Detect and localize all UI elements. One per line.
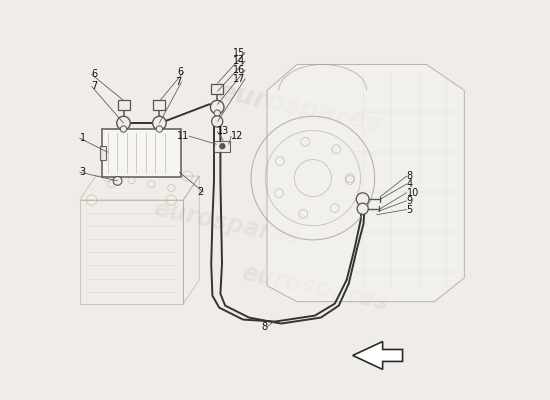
- Circle shape: [212, 116, 223, 127]
- Text: eurospares: eurospares: [239, 260, 390, 315]
- Text: eurospares: eurospares: [152, 197, 303, 251]
- Text: 2: 2: [197, 187, 204, 197]
- Text: 17: 17: [233, 74, 245, 84]
- Circle shape: [156, 126, 163, 132]
- Text: 8: 8: [406, 171, 412, 181]
- Circle shape: [168, 184, 175, 192]
- Circle shape: [113, 176, 122, 185]
- Text: 15: 15: [233, 48, 245, 58]
- Text: 16: 16: [233, 65, 245, 75]
- Circle shape: [108, 180, 115, 188]
- Text: 14: 14: [233, 56, 245, 66]
- Text: 13: 13: [217, 126, 229, 136]
- Text: 1: 1: [80, 133, 86, 143]
- Text: 8: 8: [261, 322, 267, 332]
- Polygon shape: [353, 342, 403, 370]
- Polygon shape: [267, 64, 464, 302]
- Circle shape: [356, 193, 369, 206]
- Circle shape: [219, 143, 225, 149]
- Text: 10: 10: [406, 188, 419, 198]
- Text: 3: 3: [80, 167, 86, 177]
- Text: 7: 7: [175, 78, 182, 88]
- FancyBboxPatch shape: [214, 141, 230, 152]
- FancyBboxPatch shape: [102, 129, 180, 177]
- Circle shape: [117, 116, 130, 130]
- Text: 11: 11: [177, 131, 189, 141]
- Text: eurospares: eurospares: [214, 78, 383, 138]
- Polygon shape: [100, 146, 106, 160]
- Circle shape: [211, 100, 224, 114]
- Circle shape: [120, 126, 127, 132]
- Text: 6: 6: [177, 68, 183, 78]
- Text: 12: 12: [231, 131, 244, 141]
- Text: 4: 4: [406, 179, 412, 189]
- Text: 6: 6: [92, 70, 98, 80]
- Circle shape: [128, 176, 135, 184]
- FancyBboxPatch shape: [211, 84, 223, 94]
- FancyBboxPatch shape: [153, 100, 166, 110]
- Text: 9: 9: [406, 196, 412, 206]
- Circle shape: [153, 116, 166, 130]
- Circle shape: [148, 180, 155, 188]
- Text: 7: 7: [92, 81, 98, 91]
- Circle shape: [357, 203, 368, 214]
- Text: 5: 5: [406, 204, 413, 214]
- FancyBboxPatch shape: [118, 100, 129, 110]
- Circle shape: [214, 110, 221, 116]
